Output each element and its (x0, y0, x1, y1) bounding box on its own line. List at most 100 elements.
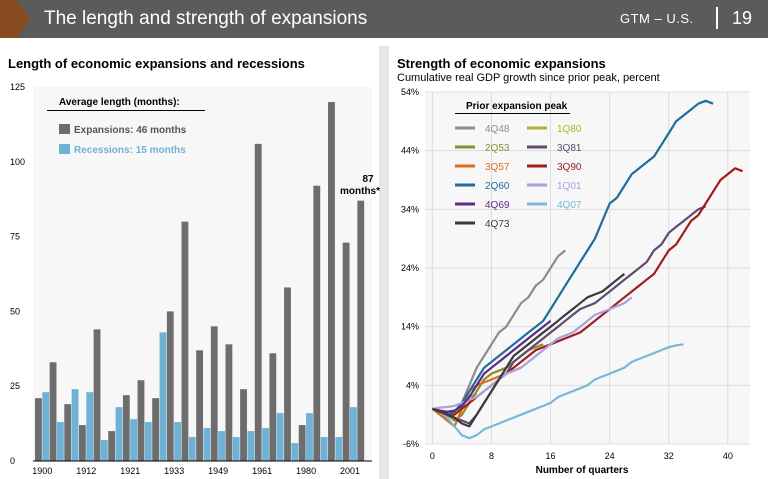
recession-bar (247, 431, 255, 461)
x-tick-label: 24 (605, 451, 615, 461)
expansion-bar (240, 389, 247, 461)
recession-bar (262, 428, 269, 461)
legend-label-2q53: 2Q53 (485, 143, 510, 154)
recession-bar (174, 422, 182, 461)
legend-label-recessions: Recessions: 15 months (74, 145, 186, 156)
legend-label-4q48: 4Q48 (485, 124, 510, 135)
y-tick-label: 75 (10, 232, 20, 242)
recession-bar (144, 422, 152, 461)
x-tick-label: 40 (723, 451, 733, 461)
recession-bar (159, 332, 167, 461)
bar-chart: Length of economic expansions and recess… (8, 56, 380, 476)
recession-bar (350, 407, 357, 461)
recession-bar (130, 419, 138, 461)
recession-bar (56, 422, 64, 461)
expansion-bar (313, 185, 321, 461)
y-tick-label: 24% (401, 263, 419, 273)
expansion-bar (35, 398, 42, 461)
x-tick-label: 1900 (32, 466, 52, 476)
expansion-bar (49, 362, 57, 461)
x-tick-label: 32 (664, 451, 674, 461)
x-tick-label: 1921 (120, 466, 140, 476)
recession-bar (218, 431, 225, 461)
x-axis-label: Number of quarters (536, 465, 629, 476)
recession-bar (291, 443, 299, 461)
legend-label-4q69: 4Q69 (485, 200, 510, 211)
y-tick-label: 50 (10, 306, 20, 316)
expansion-bar (328, 101, 335, 462)
recession-bar (86, 392, 94, 461)
legend-label-1q01: 1Q01 (557, 181, 582, 192)
x-tick-label: 0 (430, 451, 435, 461)
section-label: GTM – U.S. (620, 11, 694, 26)
x-tick-label: 1961 (252, 466, 272, 476)
series-line-4q07 (431, 343, 684, 440)
expansion-bar (78, 425, 86, 461)
page-title: The length and strength of expansions (44, 8, 368, 29)
x-tick-label: 1912 (76, 466, 96, 476)
x-tick-label: 2001 (340, 466, 360, 476)
expansion-bar (64, 404, 72, 461)
line-chart-title: Strength of economic expansions (397, 56, 606, 71)
line-legend-title: Prior expansion peak (466, 101, 568, 112)
legend-swatch-recessions (59, 144, 70, 154)
y-tick-label: 4% (406, 380, 419, 390)
recession-bar (188, 437, 196, 461)
y-tick-label: 100 (10, 157, 25, 167)
x-tick-label: 1949 (208, 466, 228, 476)
legend-label-3q81: 3Q81 (557, 143, 582, 154)
series-line-2q60 (431, 99, 714, 416)
legend-label-2q60: 2Q60 (485, 181, 510, 192)
expansion-bar (298, 425, 306, 461)
x-tick-label: 1933 (164, 466, 184, 476)
y-tick-label: 34% (401, 204, 419, 214)
series-line-4q73 (431, 273, 626, 428)
expansion-bar (269, 353, 277, 461)
y-tick-label: 25 (10, 381, 20, 391)
expansion-bar (108, 431, 116, 461)
x-tick-label: 8 (489, 451, 494, 461)
expansion-bar (254, 143, 262, 461)
legend-label-expansions: Expansions: 46 months (74, 125, 187, 136)
y-tick-label: -6% (403, 439, 419, 449)
legend-label-1q80: 1Q80 (557, 124, 582, 135)
expansion-bar (181, 221, 189, 461)
annotation-87-months: 87 months* (340, 174, 380, 197)
legend-label-3q57: 3Q57 (485, 162, 510, 173)
legend-label-4q73: 4Q73 (485, 219, 510, 230)
y-tick-label: 54% (401, 87, 419, 97)
bar-legend-rule (47, 110, 205, 111)
y-tick-label: 0 (10, 456, 15, 466)
expansion-bar (342, 242, 350, 461)
recession-bar (276, 413, 284, 461)
x-tick-label: 16 (546, 451, 556, 461)
recession-bar (335, 437, 343, 461)
expansion-bar (166, 311, 174, 461)
expansion-bar (122, 395, 130, 461)
bar-chart-title: Length of economic expansions and recess… (8, 56, 305, 71)
bar-legend-title: Average length (months): (59, 97, 180, 108)
y-tick-label: 125 (10, 82, 25, 92)
expansion-bar (152, 398, 160, 461)
legend-label-3q90: 3Q90 (557, 162, 582, 173)
legend-label-4q07: 4Q07 (557, 200, 582, 211)
expansion-bar (93, 329, 101, 461)
legend-swatch-expansions (59, 124, 70, 134)
line-legend-rule (455, 113, 570, 114)
expansion-bar (137, 380, 145, 461)
x-tick-label: 1980 (296, 466, 316, 476)
recession-bar (71, 389, 79, 461)
y-tick-label: 14% (401, 322, 419, 332)
page-number: 19 (732, 8, 753, 28)
recession-bar (42, 392, 50, 461)
expansion-bar (357, 200, 365, 462)
series-line-4q69 (432, 319, 552, 413)
expansion-bar (210, 326, 218, 461)
line-chart-subtitle: Cumulative real GDP growth since prior p… (397, 72, 660, 84)
header-bar: The length and strength of expansions GT… (0, 0, 768, 38)
recession-bar (203, 428, 211, 461)
recession-bar (115, 407, 123, 461)
expansion-bar (284, 287, 291, 461)
recession-bar (306, 413, 313, 461)
